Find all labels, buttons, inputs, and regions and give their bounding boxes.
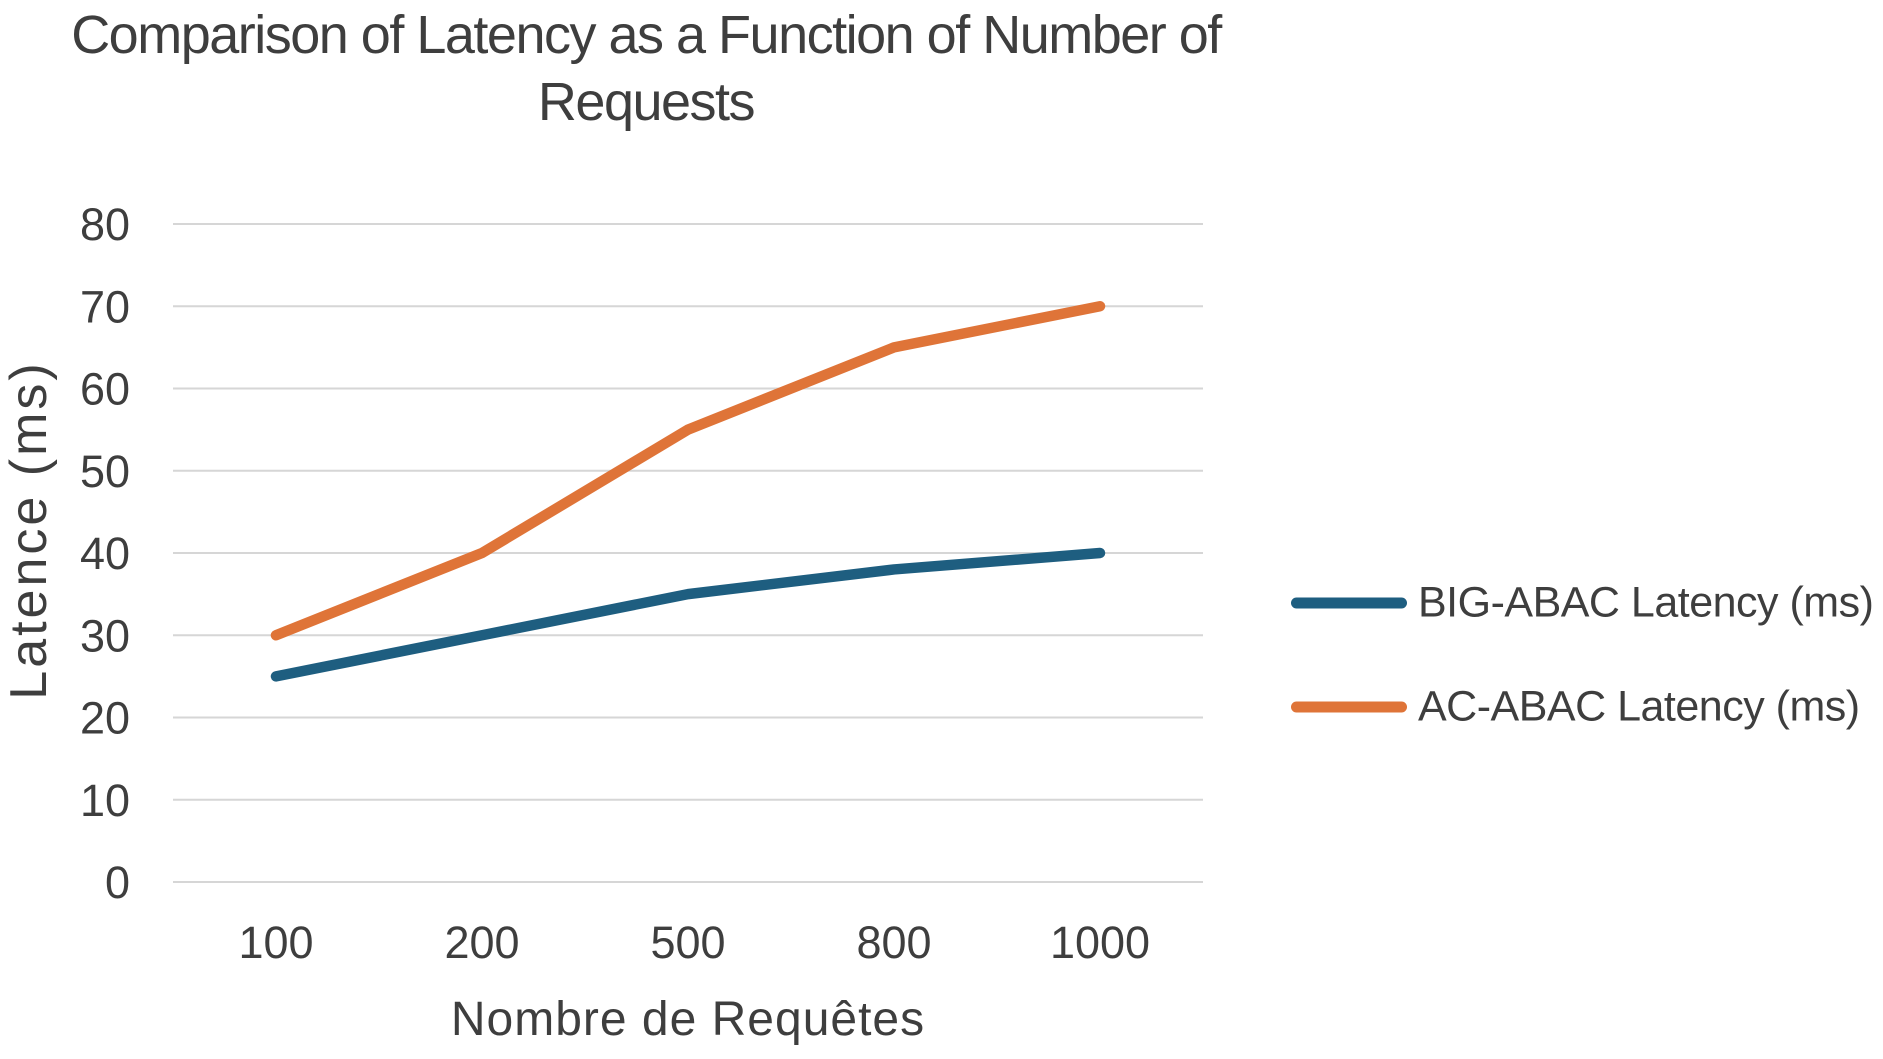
- x-axis-title: Nombre de Requêtes: [450, 993, 926, 1046]
- series-line-big-abac-latency-ms-: [270, 547, 1106, 682]
- y-tick-label: 30: [80, 610, 130, 661]
- x-tick-label: 100: [238, 917, 313, 968]
- legend-item-ac-abac: AC-ABAC Latency (ms): [1291, 683, 1860, 732]
- legend-marker-big-abac: [1291, 597, 1407, 609]
- x-tick-label: 800: [856, 917, 931, 968]
- y-axis-tick-labels: 0 10 20 30 40 50 60 70 80: [80, 199, 130, 908]
- y-tick-label: 80: [80, 199, 130, 250]
- y-tick-label: 50: [80, 446, 130, 497]
- x-tick-label: 500: [650, 917, 725, 968]
- chart-title-line-1: Comparison of Latency as a Function of N…: [71, 5, 1222, 65]
- y-axis-title: Latence (ms): [0, 360, 58, 700]
- legend-label-ac-abac: AC-ABAC Latency (ms): [1418, 682, 1860, 731]
- y-tick-label: 60: [80, 364, 130, 415]
- series-lines: [270, 301, 1106, 682]
- y-tick-label: 10: [80, 775, 130, 826]
- x-tick-label: 1000: [1050, 917, 1150, 968]
- gridlines: [173, 223, 1203, 883]
- legend-marker-ac-abac: [1291, 701, 1407, 713]
- y-tick-label: 70: [80, 281, 130, 332]
- series-line-ac-abac-latency-ms-: [270, 301, 1106, 641]
- x-axis-tick-labels: 100 200 500 800 1000: [238, 917, 1150, 968]
- legend-item-big-abac: BIG-ABAC Latency (ms): [1291, 578, 1874, 628]
- chart-title: Comparison of Latency as a Function of N…: [0, 2, 1292, 136]
- y-tick-label: 20: [80, 693, 130, 744]
- y-tick-label: 40: [80, 528, 130, 579]
- chart-title-line-2: Requests: [537, 72, 756, 132]
- y-tick-label: 0: [105, 857, 130, 908]
- x-tick-label: 200: [444, 917, 519, 968]
- legend-label-big-abac: BIG-ABAC Latency (ms): [1418, 578, 1874, 627]
